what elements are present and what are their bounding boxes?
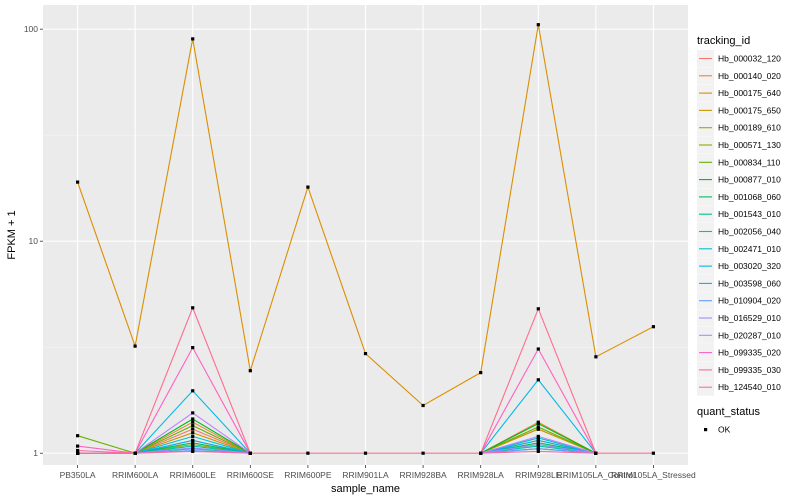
data-point: [306, 185, 310, 189]
legend-label: Hb_000175_650: [718, 105, 781, 115]
data-point: [651, 451, 655, 455]
data-points: [76, 23, 655, 455]
data-point: [651, 325, 655, 329]
data-point: [191, 417, 195, 421]
data-point: [191, 420, 195, 424]
data-point: [421, 451, 425, 455]
data-point: [536, 23, 540, 27]
x-tick-label: RRIM600PE: [284, 470, 332, 480]
y-axis-title: FPKM + 1: [6, 210, 18, 259]
data-point: [191, 441, 195, 445]
data-point: [76, 180, 80, 184]
legend-label: Hb_016529_010: [718, 313, 781, 323]
shape-legend: quant_status OK: [697, 406, 760, 438]
legend-label: Hb_000032_120: [718, 54, 781, 64]
data-point: [536, 447, 540, 451]
y-tick-label: 100: [24, 24, 38, 34]
data-point: [191, 411, 195, 415]
x-tick-label: RRIM600SE: [227, 470, 275, 480]
data-point: [191, 389, 195, 393]
data-point: [76, 451, 80, 455]
data-point: [536, 434, 540, 438]
x-tick-label: RRIM105LA_Control: [557, 470, 636, 480]
data-point: [363, 451, 368, 455]
legend-label: Hb_099335_030: [718, 365, 781, 375]
data-point: [536, 422, 540, 426]
data-point: [191, 37, 195, 41]
data-point: [594, 451, 598, 455]
series-lines: [77, 24, 654, 454]
data-point: [191, 306, 195, 310]
shape-legend-title: quant_status: [697, 406, 760, 418]
legend-label: Hb_003020_320: [718, 261, 781, 271]
data-point: [248, 451, 252, 455]
legend-label: Hb_124540_010: [718, 382, 781, 392]
data-point: [536, 427, 540, 431]
data-point: [536, 442, 540, 447]
y-tick-label: 1: [33, 448, 38, 458]
data-point: [191, 434, 195, 438]
x-tick-label: RRIM600LE: [170, 470, 217, 480]
data-point: [536, 441, 540, 445]
data-point: [191, 427, 195, 431]
data-point: [594, 355, 598, 359]
data-point: [421, 403, 425, 408]
x-tick-label: RRIM105LA_Stressed: [611, 470, 696, 480]
data-point: [76, 444, 80, 448]
y-axis-ticks: 1 10 100: [24, 24, 43, 458]
data-point: [536, 307, 540, 311]
data-point: [133, 344, 137, 348]
y-tick-label: 10: [29, 236, 39, 246]
x-tick-label: RRIM928BA: [399, 470, 447, 480]
legend-label: Hb_000571_130: [718, 140, 781, 150]
x-axis-title: sample_name: [331, 483, 400, 495]
data-point: [536, 425, 540, 429]
x-tick-label: RRIM901LA: [342, 470, 389, 480]
legend-shape-key-point: [704, 428, 708, 432]
legend-label: Hb_099335_020: [718, 348, 781, 358]
legend-label: Hb_000834_110: [718, 157, 781, 167]
data-point: [133, 451, 137, 455]
data-point: [536, 347, 540, 351]
legend-label: Hb_010904_020: [718, 296, 781, 306]
data-point: [191, 346, 195, 350]
data-point: [191, 424, 195, 428]
data-point: [306, 451, 310, 455]
data-point: [191, 431, 195, 435]
legend-label: Hb_002056_040: [718, 227, 781, 237]
data-point: [536, 438, 540, 442]
data-point: [536, 449, 540, 453]
data-point: [191, 444, 195, 448]
x-axis-ticks: PB350LA RRIM600LA RRIM600LE RRIM600SE RRIM60…: [60, 465, 696, 480]
x-tick-label: PB350LA: [60, 470, 96, 480]
legend-label: Hb_000189_610: [718, 123, 781, 133]
data-point: [76, 448, 80, 453]
x-tick-label: RRIM928LE: [515, 470, 562, 480]
legend-shape-label: OK: [718, 425, 731, 435]
x-tick-label: RRIM600LA: [112, 470, 159, 480]
legend-label: Hb_001543_010: [718, 209, 781, 219]
legend-label: Hb_020287_010: [718, 330, 781, 340]
data-point: [248, 369, 252, 373]
legend-label: Hb_000877_010: [718, 175, 781, 185]
data-point: [536, 378, 540, 382]
legend-label: Hb_000175_640: [718, 88, 781, 98]
x-tick-label: RRIM928LA: [458, 470, 505, 480]
color-legend: tracking_id Hb_000032_120 Hb_000140_020 Hb…: [697, 35, 781, 396]
data-point: [76, 434, 80, 438]
legend-label: Hb_003598_060: [718, 278, 781, 288]
legend-label: Hb_002471_010: [718, 244, 781, 254]
color-legend-title: tracking_id: [697, 35, 750, 47]
data-point: [363, 352, 368, 356]
data-point: [479, 371, 483, 375]
legend-label: Hb_000140_020: [718, 71, 781, 81]
data-point: [191, 438, 195, 442]
data-point: [479, 451, 483, 455]
data-point: [191, 449, 195, 453]
data-point: [191, 446, 195, 450]
legend-label: Hb_001068_060: [718, 192, 781, 202]
